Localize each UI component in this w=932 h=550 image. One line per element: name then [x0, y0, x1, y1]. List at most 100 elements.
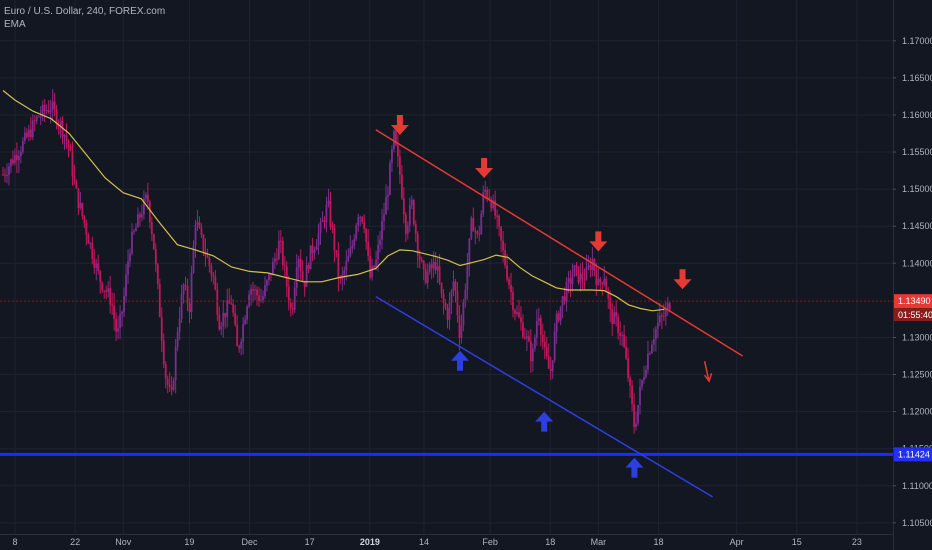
- candle-body: [246, 306, 248, 320]
- candle-body: [537, 318, 540, 321]
- candle-body: [15, 154, 18, 161]
- candle-body: [383, 214, 385, 221]
- candle-body: [569, 278, 572, 284]
- indicator-label: EMA: [4, 19, 26, 30]
- candle-body: [63, 135, 66, 137]
- candle-body: [577, 266, 580, 283]
- candle-body: [361, 216, 364, 223]
- up-arrow-icon: [451, 350, 470, 371]
- candle-body: [510, 285, 512, 293]
- candle-body: [408, 205, 411, 226]
- candle-body: [651, 344, 653, 354]
- candle-body: [343, 270, 346, 275]
- candle-body: [242, 324, 245, 342]
- candle-body: [196, 222, 199, 225]
- down-arrow-icon: [475, 157, 494, 178]
- candle-body: [214, 276, 217, 290]
- x-tick-label: Mar: [591, 537, 607, 547]
- candle-body: [144, 194, 147, 199]
- candle-body: [649, 353, 651, 355]
- candle-body: [49, 110, 52, 113]
- candle-body: [315, 245, 318, 251]
- candle-body: [14, 154, 16, 164]
- x-tick-label: 23: [852, 537, 862, 547]
- candle-body: [75, 181, 78, 189]
- candle-body: [619, 332, 622, 336]
- candle-body: [79, 203, 82, 208]
- trend-lines[interactable]: [0, 129, 893, 498]
- candle-body: [345, 261, 348, 271]
- candle-body: [129, 253, 131, 262]
- candle-body: [605, 278, 608, 291]
- candle-body: [178, 319, 181, 332]
- candle-body: [643, 377, 645, 381]
- y-tick-label: 1.12500: [902, 370, 932, 380]
- candle-body: [99, 271, 102, 283]
- candle-body: [174, 346, 177, 381]
- candle-body: [468, 238, 471, 266]
- candle-body: [87, 234, 90, 244]
- candle-body: [458, 315, 461, 339]
- candle-body: [609, 298, 612, 310]
- candle-body: [395, 130, 397, 145]
- candle-body: [105, 290, 108, 293]
- candle-body: [462, 302, 465, 326]
- candle-body: [637, 405, 639, 424]
- candle-body: [518, 312, 520, 318]
- support-trend-line[interactable]: [375, 296, 713, 498]
- candle-body: [339, 278, 342, 280]
- candle-body: [428, 264, 431, 273]
- candle-body: [337, 253, 340, 279]
- candle-body: [627, 358, 630, 379]
- candle-body: [438, 266, 441, 283]
- candle-body: [212, 274, 215, 277]
- candle-body: [581, 273, 584, 280]
- candle-body: [190, 272, 193, 313]
- candle-body: [327, 200, 330, 205]
- candle-body: [422, 261, 425, 270]
- candle-body: [240, 341, 243, 349]
- candle-body: [172, 380, 175, 390]
- candle-body: [95, 263, 98, 268]
- candle-body: [234, 312, 237, 325]
- candle-body: [33, 120, 36, 122]
- candle-body: [73, 176, 76, 182]
- candle-body: [547, 356, 550, 369]
- candle-body: [293, 287, 296, 310]
- annotation-arrows: [390, 114, 713, 478]
- candle-body: [539, 318, 542, 335]
- price-badges: 1.13490 01:55:40 1.11424: [894, 294, 932, 462]
- candle-body: [506, 265, 508, 280]
- x-tick-label: 18: [545, 537, 555, 547]
- candle-body: [541, 334, 544, 342]
- candle-body: [641, 380, 643, 387]
- candle-body: [535, 320, 538, 338]
- candle-body: [319, 221, 322, 234]
- candle-body: [363, 222, 366, 229]
- candle-body: [500, 226, 503, 241]
- candle-body: [454, 281, 457, 292]
- candle-body: [349, 248, 352, 257]
- candle-body: [373, 265, 375, 268]
- candle-body: [162, 340, 165, 365]
- y-tick-label: 1.14500: [902, 221, 932, 231]
- candle-body: [135, 227, 137, 232]
- candle-body: [504, 250, 506, 266]
- candle-body: [323, 220, 326, 223]
- candle-body: [579, 273, 582, 283]
- candle-body: [303, 280, 306, 287]
- candle-body: [379, 239, 381, 245]
- candle-body: [270, 273, 272, 276]
- candle-body: [404, 214, 407, 234]
- candle-body: [595, 270, 598, 285]
- candle-body: [186, 286, 189, 304]
- up-arrow-icon: [535, 411, 554, 432]
- candle-body: [476, 231, 479, 234]
- resistance-trend-line[interactable]: [375, 129, 744, 357]
- candle-body: [37, 116, 40, 118]
- candle-body: [357, 217, 360, 226]
- small-down-arrow-icon: [703, 361, 710, 380]
- candle-body: [131, 232, 133, 254]
- candle-body: [434, 261, 437, 271]
